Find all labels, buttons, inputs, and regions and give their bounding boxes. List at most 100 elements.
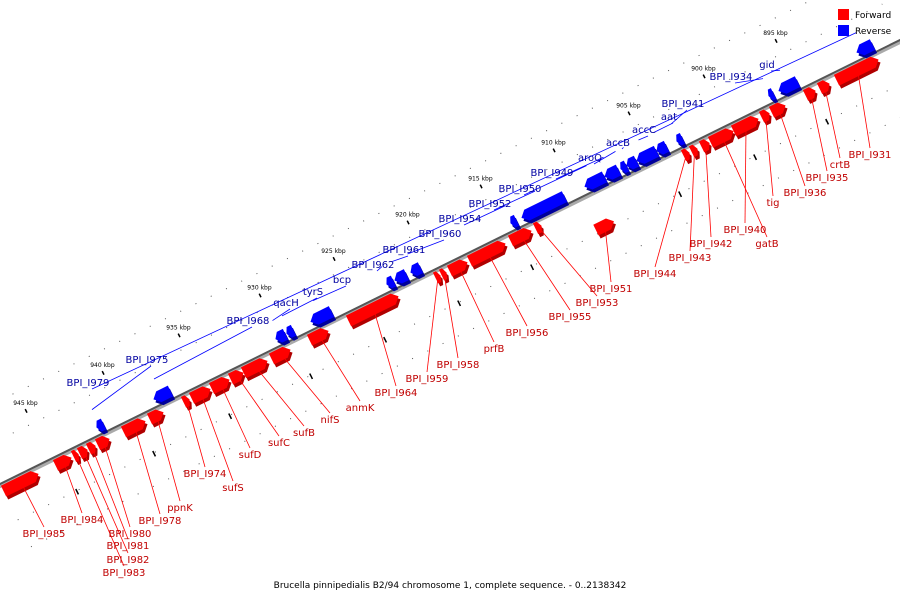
gene-forward-bpi-i983[interactable]: [70, 449, 80, 463]
gene-reverse-bpi-i950[interactable]: [584, 171, 608, 190]
gene-forward-bpi-i981[interactable]: [85, 441, 96, 455]
gene-reverse-tyrs[interactable]: [286, 324, 297, 338]
gene-forward-bpi-i958[interactable]: [438, 268, 448, 281]
label-bpi-i956[interactable]: BPI_I956: [506, 328, 549, 339]
label-bpi-i949[interactable]: BPI_I949: [531, 168, 574, 179]
label-bpi-i953[interactable]: BPI_I953: [576, 298, 619, 309]
label-bpi-i983[interactable]: BPI_I983: [103, 568, 146, 579]
gene-forward-bpi-i985[interactable]: [0, 471, 39, 497]
gene-forward-bpi-i982[interactable]: [76, 445, 88, 460]
gene-forward-bpi-i974[interactable]: [180, 395, 190, 408]
gene-reverse-bpi-i979[interactable]: [856, 39, 876, 56]
gene-reverse-gid[interactable]: [778, 76, 801, 94]
gene-reverse-bpi-i952[interactable]: [521, 191, 568, 221]
label-bpi-i984[interactable]: BPI_I984: [61, 515, 104, 526]
label-bpi-i964[interactable]: BPI_I964: [375, 388, 418, 399]
label-accc[interactable]: accC: [632, 125, 656, 136]
gene-forward-bpi-i940[interactable]: [730, 115, 759, 137]
gene-reverse-accc[interactable]: [636, 145, 660, 164]
label-bpi-i944[interactable]: BPI_I944: [634, 269, 677, 280]
label-bpi-i975[interactable]: BPI_I975: [126, 355, 169, 366]
label-bcp[interactable]: bcp: [333, 275, 351, 286]
gene-reverse-bpi-i949[interactable]: [604, 164, 622, 180]
gene-reverse-bpi-i968[interactable]: [153, 385, 174, 403]
label-bpi-i985[interactable]: BPI_I985: [23, 529, 66, 540]
label-bpi-i934[interactable]: BPI_I934: [710, 72, 753, 83]
gene-reverse-bpi-i934[interactable]: [767, 88, 777, 101]
label-bpi-i959[interactable]: BPI_I959: [406, 374, 449, 385]
label-sufb[interactable]: sufB: [293, 428, 315, 439]
gene-forward-sufc[interactable]: [227, 369, 244, 385]
label-ppnk[interactable]: ppnK: [167, 503, 193, 514]
gene-reverse-bpi-i975[interactable]: [96, 418, 107, 432]
label-bpi-i935[interactable]: BPI_I935: [806, 173, 849, 184]
label-gatb[interactable]: gatB: [755, 239, 778, 250]
label-bpi-i980[interactable]: BPI_I980: [109, 529, 152, 540]
gene-forward-prfb[interactable]: [446, 259, 468, 277]
gene-forward-bpi-i931[interactable]: [833, 56, 879, 86]
label-qach[interactable]: qacH: [273, 298, 299, 309]
gene-forward-bpi-i984[interactable]: [52, 454, 72, 471]
gene-forward-bpi-i935[interactable]: [802, 87, 816, 101]
gene-reverse-aat[interactable]: [656, 140, 670, 155]
label-bpi-i982[interactable]: BPI_I982: [107, 555, 150, 566]
gene-reverse-aroq[interactable]: [620, 160, 630, 174]
gene-forward-bpi-i978[interactable]: [120, 418, 146, 438]
gene-forward-gatb[interactable]: [707, 128, 734, 148]
label-bpi-i954[interactable]: BPI_I954: [439, 214, 482, 225]
label-bpi-i955[interactable]: BPI_I955: [549, 312, 592, 323]
label-bpi-i958[interactable]: BPI_I958: [437, 360, 480, 371]
label-gid[interactable]: gid: [759, 60, 774, 71]
label-anmk[interactable]: anmK: [346, 403, 375, 414]
label-tyrs[interactable]: tyrS: [303, 287, 323, 298]
label-aat[interactable]: aat: [661, 112, 677, 123]
label-sufc[interactable]: sufC: [268, 438, 290, 449]
label-bpi-i961[interactable]: BPI_I961: [383, 245, 426, 256]
gene-forward-anmk[interactable]: [306, 328, 329, 346]
label-bpi-i978[interactable]: BPI_I978: [139, 516, 182, 527]
label-bpi-i943[interactable]: BPI_I943: [669, 253, 712, 264]
gene-reverse-bpi-i954[interactable]: [510, 214, 520, 228]
gene-forward-sufb[interactable]: [240, 358, 268, 379]
gene-reverse-bpi-i941[interactable]: [676, 133, 686, 146]
label-sufs[interactable]: sufS: [222, 483, 243, 494]
label-bpi-i960[interactable]: BPI_I960: [419, 229, 462, 240]
label-bpi-i952[interactable]: BPI_I952: [469, 199, 512, 210]
label-bpi-i962[interactable]: BPI_I962: [352, 260, 395, 271]
gene-reverse-bcp[interactable]: [310, 306, 335, 325]
gene-forward-bpi-i955[interactable]: [507, 227, 532, 247]
gene-forward-sufs[interactable]: [188, 386, 211, 404]
gene-forward-bpi-i980[interactable]: [94, 435, 110, 451]
label-nifs[interactable]: nifS: [321, 415, 340, 426]
gene-forward-ppnk[interactable]: [146, 409, 164, 425]
gene-forward-nifs[interactable]: [268, 346, 291, 365]
gene-forward-bpi-i959[interactable]: [432, 271, 442, 284]
gene-reverse-bpi-i961[interactable]: [394, 269, 410, 284]
label-bpi-i950[interactable]: BPI_I950: [499, 184, 542, 195]
label-bpi-i968[interactable]: BPI_I968: [227, 316, 270, 327]
label-bpi-i979[interactable]: BPI_I979: [67, 378, 110, 389]
gene-forward-bpi-i944[interactable]: [680, 148, 690, 162]
gene-forward-bpi-i942[interactable]: [698, 139, 710, 153]
gene-forward-bpi-i951[interactable]: [593, 218, 614, 236]
label-bpi-i951[interactable]: BPI_I951: [590, 284, 633, 295]
gene-reverse-accb[interactable]: [626, 155, 640, 170]
label-bpi-i942[interactable]: BPI_I942: [690, 239, 733, 250]
label-sufd[interactable]: sufD: [239, 450, 262, 461]
gene-forward-crtb[interactable]: [816, 80, 830, 94]
gene-forward-tig[interactable]: [758, 109, 770, 123]
gene-forward-sufd[interactable]: [208, 376, 230, 394]
gene-reverse-qach[interactable]: [275, 328, 289, 343]
label-tig[interactable]: tig: [766, 198, 779, 209]
gene-reverse-bpi-i962[interactable]: [386, 275, 397, 289]
label-bpi-i941[interactable]: BPI_I941: [662, 99, 705, 110]
label-aroq[interactable]: aroQ: [578, 153, 602, 164]
gene-forward-bpi-i936[interactable]: [768, 102, 786, 118]
label-bpi-i981[interactable]: BPI_I981: [107, 541, 150, 552]
label-crtb[interactable]: crtB: [830, 160, 851, 171]
gene-forward-bpi-i956[interactable]: [466, 240, 506, 267]
label-bpi-i974[interactable]: BPI_I974: [184, 469, 227, 480]
label-bpi-i931[interactable]: BPI_I931: [849, 150, 892, 161]
label-prfb[interactable]: prfB: [484, 344, 505, 355]
label-bpi-i936[interactable]: BPI_I936: [784, 188, 827, 199]
